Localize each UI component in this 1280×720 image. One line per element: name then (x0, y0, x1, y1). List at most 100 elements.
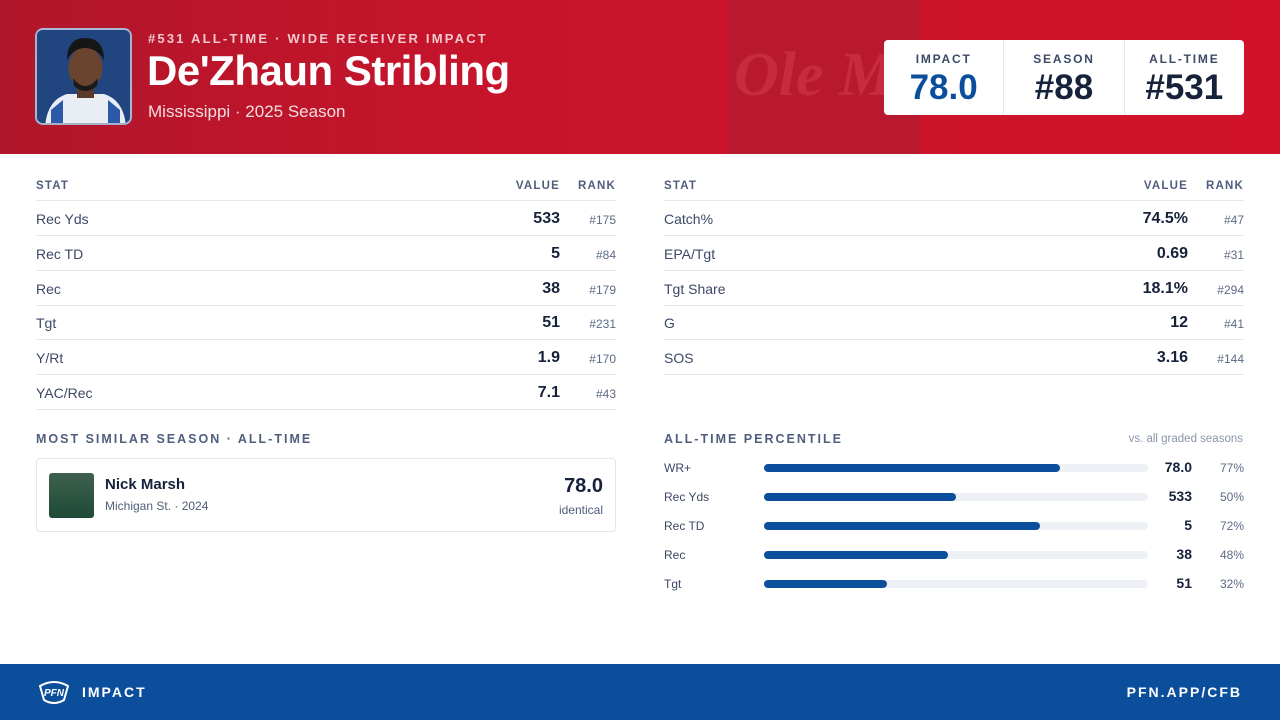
percentile-pct: 77% (1219, 461, 1244, 475)
percentile-label: Tgt (664, 577, 682, 591)
column-header: RANK (1205, 180, 1244, 192)
stat-value: 38 (542, 279, 560, 297)
footer-label: IMPACT (82, 684, 147, 700)
stat-rank: #41 (1223, 317, 1244, 332)
stat-value: 0.69 (1156, 244, 1188, 262)
similar-score: 78.0 (564, 475, 603, 497)
logo-text: PFN (44, 688, 65, 699)
header-rule (36, 200, 616, 201)
percentile-bar (764, 551, 949, 559)
score-label: ALL-TIME (1149, 52, 1220, 66)
header: Ole Miss #531 ALL-TIME · WIDE RECEIVER I… (0, 0, 1280, 154)
score-cell: IMPACT 78.0 (884, 40, 1005, 115)
percentile-value: 5 (1184, 517, 1192, 533)
percentile-value: 78.0 (1164, 459, 1192, 475)
column-header: VALUE (515, 180, 560, 192)
row-rule (36, 235, 616, 236)
score-value: #88 (1034, 68, 1094, 107)
stat-name: YAC/Rec (36, 385, 93, 401)
section-title: MOST SIMILAR SEASON · ALL-TIME (36, 432, 313, 446)
stat-value: 7.1 (537, 384, 560, 401)
percentile-pct: 48% (1219, 548, 1244, 562)
percentile-label: Rec (664, 548, 686, 562)
stat-value: 1.9 (537, 349, 560, 367)
stat-value: 5 (551, 244, 560, 262)
photo-illustration (37, 30, 130, 123)
row-rule (36, 269, 616, 271)
row-rule (36, 374, 616, 376)
footer: PFN IMPACT PFN.APP/CFB (0, 664, 1280, 720)
stat-value: 18.1% (1142, 279, 1188, 297)
stat-value: 51 (542, 314, 560, 332)
similar-detail: Michigan St. · 2024 (105, 499, 209, 513)
score-value: #531 (1145, 68, 1224, 107)
stat-name: Catch% (664, 211, 714, 227)
stat-rank: #179 (589, 282, 616, 297)
section-title: ALL-TIME PERCENTILE (664, 432, 843, 446)
stat-value: 3.16 (1156, 349, 1188, 367)
stat-name: Tgt (36, 315, 57, 332)
row-rule (36, 304, 616, 306)
stat-value: 533 (533, 210, 560, 227)
score-cell: ALL-TIME #531 (1125, 40, 1244, 115)
column-header: VALUE (1143, 180, 1188, 192)
score-label: IMPACT (915, 52, 972, 66)
row-rule (664, 269, 1244, 271)
stat-rank: #294 (1217, 282, 1244, 297)
percentile-value: 51 (1176, 575, 1192, 591)
percentile-track (764, 551, 1148, 559)
percentile-label: WR+ (664, 461, 691, 475)
stat-name: SOS (664, 350, 694, 367)
percentile-label: Rec Yds (664, 490, 710, 504)
percentile-pct: 50% (1219, 490, 1244, 504)
stat-rank: #144 (1217, 352, 1244, 367)
header-rule (664, 200, 1244, 201)
column-header: RANK (577, 180, 616, 192)
stat-name: Y/Rt (36, 350, 64, 367)
stat-rank: #47 (1223, 213, 1244, 227)
score-value: 78.0 (909, 68, 978, 107)
player-subtitle: Mississippi · 2025 Season (148, 102, 346, 121)
percentile-bar (764, 493, 956, 501)
similar-card: Nick Marsh Michigan St. · 2024 78.0 identic… (36, 458, 616, 532)
row-rule (664, 235, 1244, 236)
percentile-pct: 32% (1219, 577, 1244, 591)
score-label: SEASON (1033, 52, 1095, 66)
stat-rank: #84 (595, 247, 616, 262)
stat-name: Rec TD (36, 245, 84, 262)
footer-logo: PFN (38, 681, 70, 704)
score-box: IMPACT 78.0 SEASON #88 ALL-TIME #531 (884, 40, 1244, 115)
row-rule (664, 374, 1244, 376)
score-cell: SEASON #88 (1004, 40, 1125, 115)
percentile-bar (764, 522, 1041, 530)
stat-rank: #43 (595, 387, 616, 401)
stat-name: EPA/Tgt (664, 245, 716, 262)
stat-rank: #31 (1223, 247, 1244, 262)
similar-photo (49, 473, 94, 518)
player-name: De'Zhaun Stribling (147, 47, 510, 94)
similar-name: Nick Marsh (105, 476, 186, 493)
section-note: vs. all graded seasons (1128, 433, 1243, 445)
stat-value: 74.5% (1142, 210, 1188, 227)
footer-url: PFN.APP/CFB (1126, 684, 1242, 700)
player-photo (35, 28, 132, 125)
percentile-track (764, 493, 1148, 501)
percentile-value: 38 (1176, 546, 1192, 562)
stat-name: G (664, 315, 675, 332)
stat-name: Tgt Share (664, 280, 726, 297)
row-rule (36, 339, 616, 341)
percentile-pct: 72% (1219, 519, 1244, 533)
stat-rank: #175 (589, 213, 616, 227)
stat-name: Rec (36, 280, 61, 297)
stat-value: 12 (1170, 314, 1188, 332)
stat-rank: #170 (589, 352, 616, 367)
row-rule (664, 339, 1244, 341)
stat-name: Rec Yds (36, 211, 89, 227)
percentile-bar (764, 464, 1060, 472)
column-header: STAT (36, 180, 70, 192)
percentile-track (764, 580, 1148, 588)
eyebrow: #531 ALL-TIME · WIDE RECEIVER IMPACT (148, 31, 488, 46)
percentile-label: Rec TD (664, 519, 705, 533)
body: STAT VALUE RANK Rec Yds 533 #175 Rec TD 5 #84 Rec… (0, 154, 1280, 664)
